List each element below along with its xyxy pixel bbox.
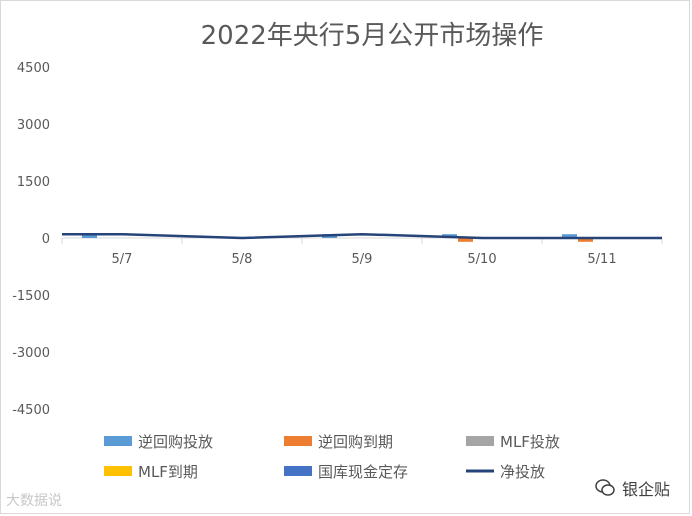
line-净投放: [62, 232, 662, 240]
wechat-icon: [595, 479, 615, 496]
y-tick-label: 1500: [17, 175, 50, 190]
legend-label: 逆回购投放: [138, 433, 213, 451]
legend-label: 国库现金定存: [318, 463, 408, 481]
x-tick-label: 5/11: [587, 252, 616, 267]
legend-swatch: [284, 466, 312, 476]
y-tick-label: -3000: [12, 346, 50, 361]
watermark-right: 银企贴: [594, 476, 670, 500]
y-tick-label: 3000: [17, 118, 50, 133]
legend-swatch: [466, 436, 494, 446]
bar-逆回购到期: [458, 238, 473, 242]
legend-label: MLF投放: [500, 433, 560, 451]
bar-逆回购到期: [578, 238, 593, 242]
legend-swatch: [104, 436, 132, 446]
legend-label: MLF到期: [138, 463, 198, 481]
y-tick-label: 4500: [17, 61, 50, 76]
x-tick-label: 5/10: [467, 252, 496, 267]
legend-label: 逆回购到期: [318, 433, 393, 451]
bar-逆回购投放: [562, 234, 577, 238]
legend-swatch: [104, 466, 132, 476]
chart-title: 2022年央行5月公开市场操作: [201, 21, 544, 51]
legend-swatch: [284, 436, 312, 446]
bar-逆回购投放: [82, 234, 97, 238]
y-tick-label: -4500: [12, 403, 50, 418]
watermark-right-label: 银企贴: [621, 480, 670, 499]
legend-label: 净投放: [500, 463, 545, 481]
plot-area: 4500 3000 1500 0 -1500 -3000 -4500 5/7 5/8 5/9 5/1…: [12, 61, 663, 418]
y-tick-label: 0: [42, 232, 50, 247]
x-tick-label: 5/9: [352, 252, 373, 267]
watermark-left: 大数据说: [6, 493, 62, 509]
x-tick-label: 5/8: [232, 252, 253, 267]
x-tick-label: 5/7: [112, 252, 133, 267]
y-tick-label: -1500: [12, 289, 50, 304]
legend: 逆回购投放 逆回购到期 MLF投放 MLF到期 国库现金定存 净投放: [104, 433, 560, 481]
